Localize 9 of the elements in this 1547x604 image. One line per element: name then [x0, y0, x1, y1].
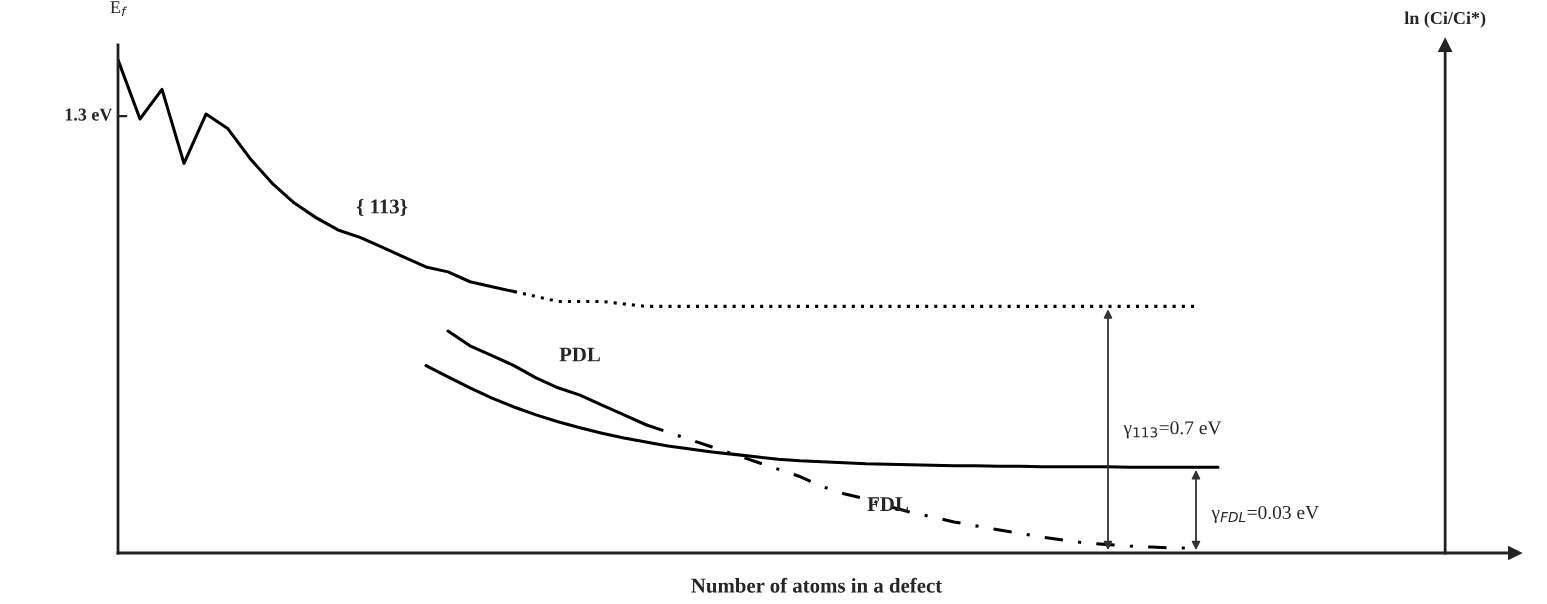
series-label: { 113}	[356, 198, 408, 217]
annotation: γ$_{113}$=0.7 eV	[1123, 421, 1222, 439]
text: ln (Ci/Ci*)	[1404, 11, 1486, 28]
y-axis-title: E$_{f}$	[110, 1, 128, 17]
annotation: 1.3 eV	[65, 108, 113, 121]
x-axis-title: Number of atoms in a defect	[691, 577, 943, 593]
series-label: PDL	[559, 347, 600, 362]
series-label: FDL	[867, 497, 908, 511]
annotation: γ$_{FDL}$=0.03 eV	[1211, 505, 1319, 523]
